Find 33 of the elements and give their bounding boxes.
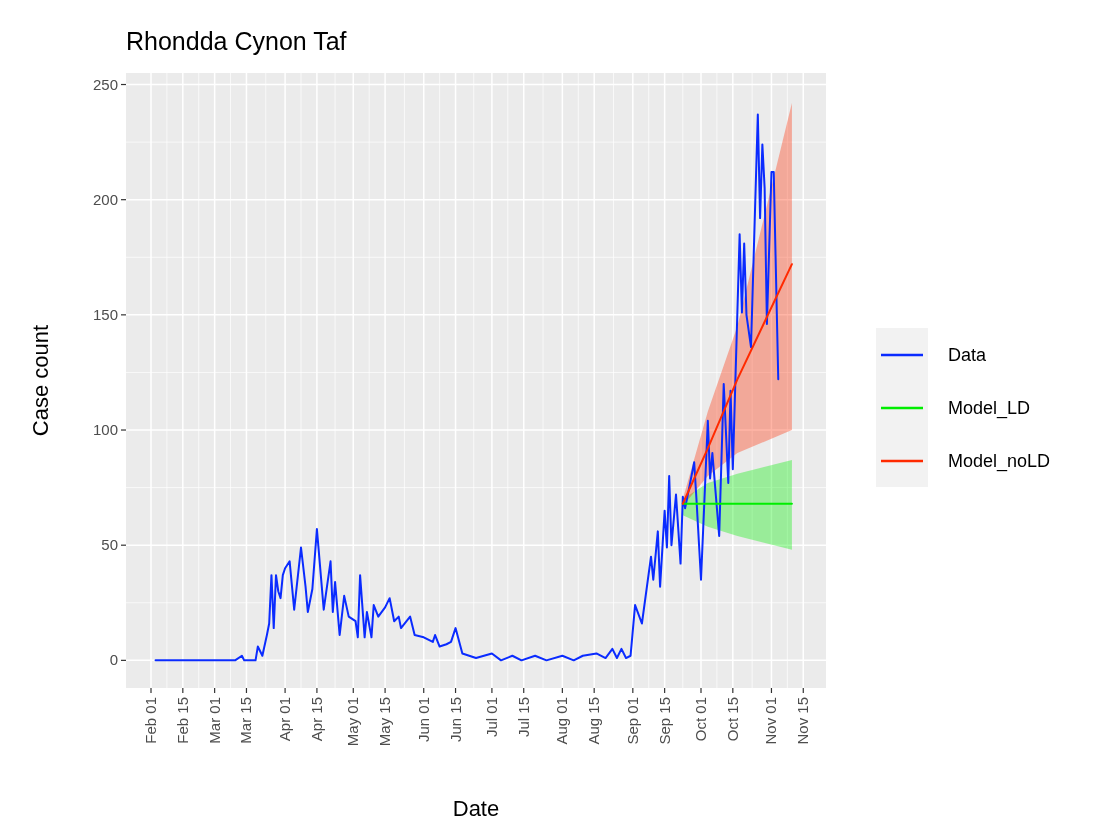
x-tick-label: Apr 15 — [307, 697, 325, 742]
x-tick-label: Oct 15 — [723, 697, 741, 742]
y-tick-label: 100 — [92, 421, 118, 439]
x-tick-label: Apr 01 — [276, 697, 294, 742]
y-axis-title: Case count — [28, 324, 53, 437]
x-tick-label: Feb 01 — [142, 697, 159, 744]
x-tick-label: Aug 01 — [553, 697, 571, 745]
y-tick-label: 200 — [92, 190, 118, 208]
x-tick-label: Mar 01 — [205, 697, 223, 744]
y-tick-label: 150 — [92, 305, 118, 323]
x-tick-label: Sep 15 — [655, 697, 673, 745]
chart-title: Rhondda Cynon Taf — [126, 27, 347, 55]
legend-label: Data — [948, 345, 988, 365]
x-tick-label: Nov 01 — [762, 697, 780, 745]
x-tick-label: Feb 15 — [173, 697, 191, 744]
x-tick-label: Jul 01 — [482, 697, 500, 738]
x-tick-label: May 01 — [344, 697, 362, 747]
x-tick-label: Mar 15 — [237, 697, 255, 744]
x-tick-label: Nov 15 — [794, 697, 812, 745]
x-tick-label: Jul 15 — [514, 697, 532, 738]
x-tick-label: Sep 01 — [623, 697, 641, 745]
line-series — [681, 263, 793, 505]
legend-label: Model_LD — [948, 398, 1031, 419]
x-tick-label: May 15 — [376, 697, 394, 747]
y-tick-label: 0 — [109, 651, 118, 669]
x-tick-label: Jun 15 — [446, 697, 464, 743]
x-tick-label: Oct 01 — [692, 697, 709, 742]
x-tick-label: Jun 01 — [414, 697, 432, 743]
x-axis-title: Date — [452, 796, 500, 817]
x-tick-label: Aug 15 — [585, 697, 603, 745]
y-tick-label: 250 — [92, 75, 118, 93]
legend-label: Model_noLD — [948, 451, 1051, 472]
y-tick-label: 50 — [101, 536, 118, 554]
